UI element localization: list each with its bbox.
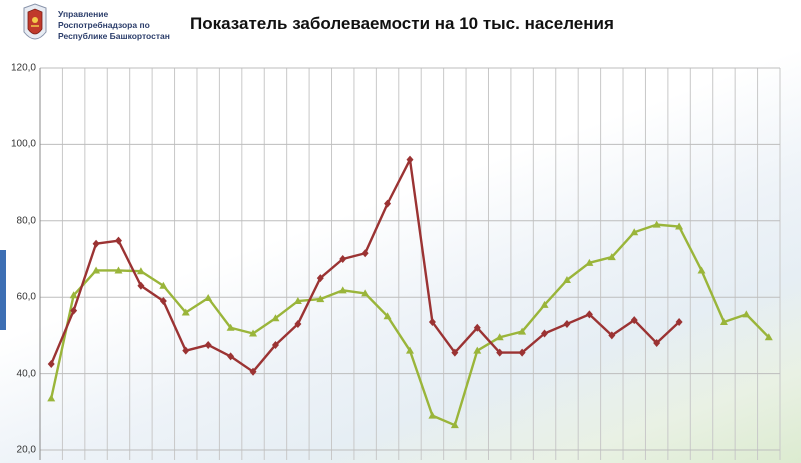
- data-point-marker: [204, 293, 213, 301]
- data-point-marker: [361, 289, 370, 297]
- data-point-marker: [47, 394, 56, 402]
- series-line-1: [50, 223, 770, 427]
- data-point-marker: [630, 316, 638, 325]
- left-accent-strip: [0, 250, 6, 330]
- page-title: Показатель заболеваемости на 10 тыс. нас…: [190, 14, 614, 33]
- y-tick-label: 60,0: [16, 291, 36, 303]
- data-point-marker: [563, 319, 571, 328]
- data-point-marker: [518, 348, 526, 357]
- data-point-marker: [428, 411, 437, 419]
- data-point-marker: [92, 239, 100, 248]
- org-line-2: Роспотребнадзора по: [58, 20, 150, 30]
- data-point-marker: [719, 318, 728, 326]
- data-point-marker: [181, 308, 190, 316]
- data-point-marker: [652, 220, 661, 228]
- data-point-marker: [271, 314, 280, 322]
- data-point-marker: [451, 348, 459, 357]
- data-point-marker: [607, 253, 616, 261]
- data-point-marker: [585, 310, 593, 319]
- data-point-marker: [383, 312, 392, 320]
- data-point-marker: [384, 199, 392, 208]
- data-point-marker: [496, 348, 504, 357]
- data-point-marker: [271, 340, 279, 349]
- data-point-marker: [406, 346, 414, 354]
- data-point-marker: [428, 318, 436, 327]
- data-point-marker: [495, 333, 504, 341]
- data-point-marker: [316, 295, 325, 303]
- data-point-marker: [159, 281, 168, 289]
- data-point-marker: [450, 421, 459, 429]
- y-tick-label: 20,0: [16, 444, 36, 456]
- data-point-marker: [249, 329, 258, 337]
- y-tick-label: 80,0: [16, 215, 36, 227]
- data-point-marker: [316, 274, 324, 283]
- data-point-marker: [630, 228, 639, 236]
- data-point-marker: [608, 331, 616, 340]
- data-point-marker: [294, 319, 302, 328]
- data-point-marker: [562, 276, 571, 284]
- data-point-marker: [226, 323, 235, 331]
- data-point-marker: [47, 360, 55, 369]
- data-point-marker: [136, 267, 145, 275]
- y-tick-label: 120,0: [10, 62, 36, 74]
- header: Управление Роспотребнадзора по Республик…: [0, 0, 801, 60]
- data-point-marker: [227, 352, 235, 361]
- data-point-marker: [540, 300, 549, 308]
- y-tick-label: 40,0: [16, 368, 36, 380]
- data-point-marker: [675, 222, 684, 230]
- data-point-marker: [764, 333, 773, 341]
- data-point-marker: [204, 340, 212, 349]
- data-point-marker: [293, 297, 302, 305]
- data-point-marker: [473, 323, 481, 332]
- org-line-1: Управление: [58, 9, 109, 19]
- data-point-marker: [137, 281, 145, 290]
- data-point-marker: [338, 286, 347, 294]
- data-point-marker: [473, 346, 482, 354]
- data-point-marker: [114, 236, 122, 245]
- data-point-marker: [697, 266, 706, 274]
- data-point-marker: [585, 258, 594, 266]
- data-point-marker: [114, 266, 123, 274]
- data-point-marker: [361, 249, 369, 258]
- data-point-marker: [653, 339, 661, 348]
- data-point-marker: [159, 297, 167, 306]
- data-point-marker: [249, 367, 257, 376]
- data-point-marker: [339, 255, 347, 263]
- data-point-marker: [518, 327, 527, 335]
- data-point-marker: [675, 318, 683, 327]
- organization-name: Управление Роспотребнадзора по Республик…: [58, 9, 170, 42]
- data-point-marker: [182, 346, 190, 355]
- data-point-marker: [406, 155, 414, 164]
- org-line-3: Республике Башкортостан: [58, 31, 170, 41]
- data-point-marker: [742, 310, 751, 318]
- data-point-marker: [92, 266, 101, 274]
- data-point-marker: [70, 306, 78, 315]
- data-point-marker: [69, 291, 78, 299]
- data-point-marker: [541, 329, 549, 338]
- y-tick-label: 100,0: [10, 138, 36, 150]
- emblem-icon: [23, 3, 47, 40]
